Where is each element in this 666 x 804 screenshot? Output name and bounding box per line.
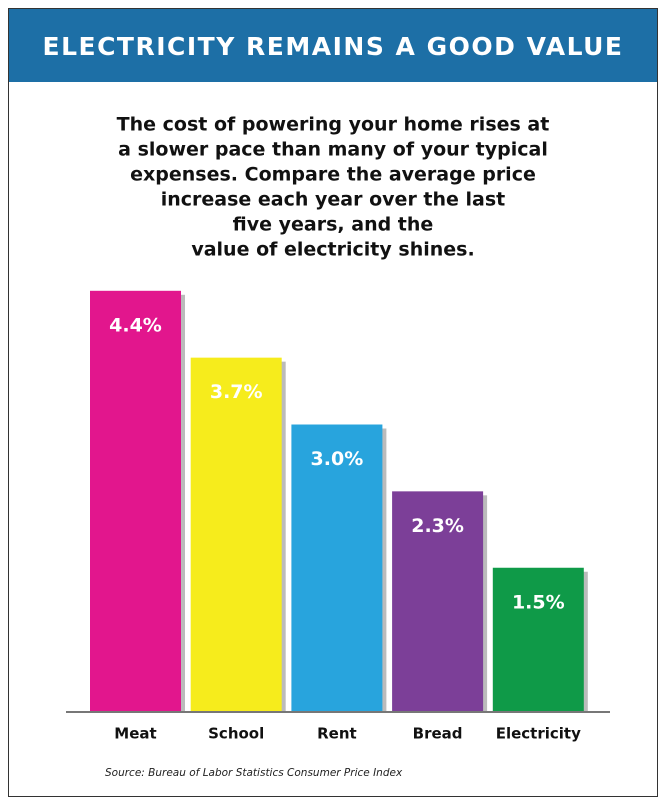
value-label: 3.7% [210,381,263,403]
bar [191,358,282,711]
x-tick-label: Bread [413,725,463,743]
value-label: 3.0% [311,448,364,470]
subtitle-line: five years, and the [233,214,434,236]
subtitle-line: increase each year over the last [161,189,506,211]
subtitle-line: The cost of powering your home rises at [117,114,550,136]
x-tick-label: School [208,725,264,743]
subtitle-line: value of electricity shines. [191,239,474,261]
bar [493,568,584,711]
chart-title: ELECTRICITY REMAINS A GOOD VALUE [43,32,624,61]
chart: ELECTRICITY REMAINS A GOOD VALUE Source:… [0,0,666,804]
x-tick-label: Rent [317,725,357,743]
bar [90,291,181,711]
subtitle-line: expenses. Compare the average price [130,164,536,186]
value-label: 2.3% [411,515,464,537]
x-tick-label: Electricity [496,725,581,743]
value-label: 4.4% [109,314,162,336]
subtitle-line: a slower pace than many of your typical [118,139,548,161]
x-tick-label: Meat [114,725,156,743]
source-note: Source: Bureau of Labor Statistics Consu… [105,767,403,779]
value-label: 1.5% [512,591,565,613]
